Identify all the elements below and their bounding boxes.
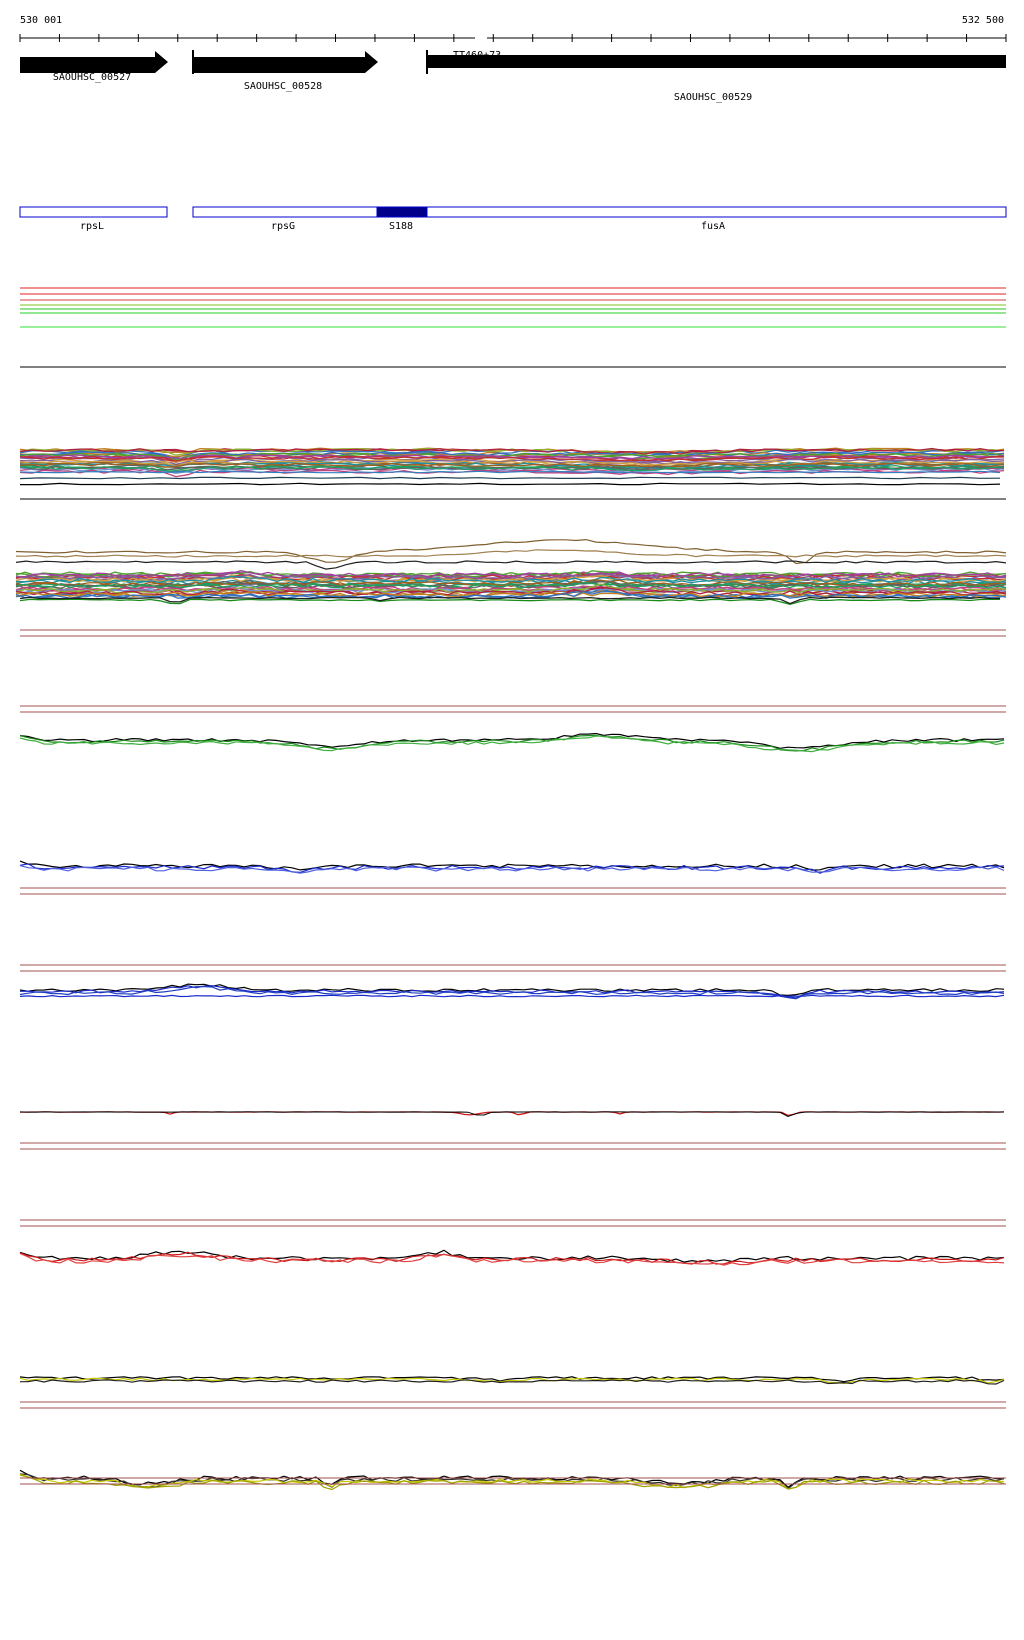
gene-SAOUHSC_00527[interactable]: SAOUHSC_00527: [20, 51, 168, 83]
profile-line: [15, 579, 1007, 587]
coverage-line: [19, 985, 1005, 999]
gene-label: SAOUHSC_00527: [53, 72, 131, 83]
profile-line: [19, 598, 1001, 605]
annotation-label-rpsG: rpsG: [271, 221, 295, 232]
annotation-rpsG[interactable]: [192, 206, 378, 218]
annotation-label-S188: S188: [389, 221, 413, 232]
profile-line: [19, 460, 1005, 467]
profile-line: [19, 476, 1001, 480]
profile-line: [15, 560, 1007, 570]
coverage-line: [19, 983, 1005, 997]
gene-label: SAOUHSC_00529: [674, 92, 752, 103]
profile-line: [15, 583, 1007, 594]
profile-line: [19, 470, 1001, 474]
coordinate-ruler: 530 001 532 500: [19, 15, 1007, 42]
coverage-line: [19, 735, 1005, 753]
profile-line: [15, 582, 1007, 588]
profile-line: [15, 549, 1007, 558]
dense-profile-track-1: [19, 447, 1005, 486]
profile-line: [15, 586, 1007, 596]
ruler-end-label: 532 500: [962, 15, 1004, 26]
coverage-line: [19, 732, 1005, 749]
dense-profile-track-2: [15, 538, 1007, 605]
annotation-label-rpsL: rpsL: [80, 221, 104, 232]
profile-line: [15, 575, 1007, 584]
profile-line: [15, 538, 1007, 565]
coverage-tracks: [19, 629, 1006, 1491]
coverage-line: [19, 864, 1005, 874]
gene-SAOUHSC_00528[interactable]: SAOUHSC_00528: [192, 50, 378, 92]
coverage-line: [19, 1252, 1005, 1266]
coverage-line: [19, 1111, 1004, 1118]
annotation-S188[interactable]: [376, 206, 428, 218]
coverage-line: [19, 1473, 1005, 1490]
coverage-line: [19, 863, 1005, 874]
annotation-track: rpsL rpsG S188 fusA: [19, 206, 1007, 232]
profile-line: [15, 570, 1007, 578]
coverage-line: [19, 1376, 1005, 1383]
coverage-line: [19, 1379, 1005, 1385]
feature-label-top: TT460+73: [453, 50, 501, 61]
profile-line: [19, 596, 1000, 605]
annotation-rpsL[interactable]: [19, 206, 168, 218]
gene-SAOUHSC_00529[interactable]: SAOUHSC_00529: [426, 50, 1006, 103]
flat-lines-track: [20, 287, 1006, 368]
profile-line: [19, 447, 1005, 455]
ruler-start-label: 530 001: [20, 15, 62, 26]
profile-line: [15, 581, 1007, 589]
profile-line: [19, 458, 1005, 467]
profile-line: [19, 465, 1005, 473]
gene-label: SAOUHSC_00528: [244, 81, 322, 92]
profile-line: [19, 462, 1005, 468]
annotation-label-fusA: fusA: [701, 221, 725, 232]
profile-line: [20, 482, 1001, 486]
coverage-line: [19, 985, 1005, 1000]
coverage-line: [19, 994, 1005, 998]
gene-track: SAOUHSC_00527 SAOUHSC_00528 SAOUHSC_0052…: [20, 50, 1006, 103]
annotation-fusA[interactable]: [426, 206, 1007, 218]
ruler-ticks: [19, 34, 1007, 42]
profile-line: [19, 455, 1005, 462]
profile-line: [19, 465, 1005, 471]
